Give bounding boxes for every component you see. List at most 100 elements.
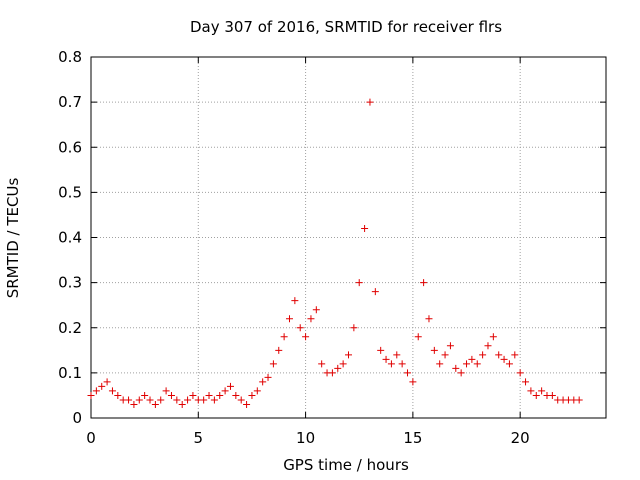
x-tick-label: 0 <box>86 429 96 447</box>
data-point <box>511 351 519 359</box>
data-point <box>463 360 471 368</box>
y-tick-label: 0.8 <box>58 48 82 66</box>
y-tick-label: 0 <box>72 409 82 427</box>
data-point <box>151 400 159 408</box>
data-point <box>575 396 583 404</box>
data-point <box>264 373 272 381</box>
data-points <box>87 98 583 408</box>
data-point <box>527 387 535 395</box>
data-point <box>366 98 374 106</box>
data-point <box>479 351 487 359</box>
data-point <box>345 351 352 359</box>
data-point <box>200 396 208 404</box>
y-tick-label: 0.7 <box>58 93 82 111</box>
axis-ticks <box>90 56 606 419</box>
data-point <box>103 378 111 386</box>
data-point <box>516 369 524 377</box>
y-tick-label: 0.4 <box>58 229 82 247</box>
data-point <box>484 342 492 350</box>
data-point <box>285 315 293 323</box>
data-point <box>135 396 143 404</box>
data-point <box>468 355 476 363</box>
data-point <box>414 333 422 341</box>
data-point <box>92 387 100 395</box>
data-point <box>189 391 197 399</box>
data-point <box>393 351 401 359</box>
data-point <box>87 391 95 399</box>
data-point <box>226 382 234 390</box>
data-point <box>259 378 267 386</box>
data-point <box>500 355 508 363</box>
data-point <box>173 396 181 404</box>
data-point <box>318 360 326 368</box>
data-point <box>291 297 299 305</box>
data-point <box>334 364 342 372</box>
data-point <box>237 396 245 404</box>
data-point <box>425 315 433 323</box>
data-point <box>430 346 438 354</box>
data-point <box>184 396 192 404</box>
data-point <box>307 315 315 323</box>
grid <box>91 57 606 418</box>
data-point <box>296 324 304 332</box>
y-tick-label: 0.6 <box>58 138 82 156</box>
x-tick-label: 10 <box>296 429 315 447</box>
data-point <box>382 355 390 363</box>
data-point <box>125 396 133 404</box>
y-tick-label: 0.1 <box>58 364 82 382</box>
data-point <box>436 360 444 368</box>
data-point <box>350 324 358 332</box>
data-point <box>505 360 513 368</box>
data-point <box>361 224 369 232</box>
data-point <box>205 391 213 399</box>
y-axis-label: SRMTID / TECUs <box>4 178 22 299</box>
data-point <box>248 391 256 399</box>
data-point <box>243 400 251 408</box>
data-point <box>420 279 428 287</box>
data-point <box>114 391 122 399</box>
chart-title: Day 307 of 2016, SRMTID for receiver flr… <box>190 18 502 36</box>
data-point <box>216 391 224 399</box>
data-point <box>452 364 460 372</box>
data-point <box>489 333 497 341</box>
x-tick-labels: 0 5 10 15 20 <box>86 429 529 447</box>
data-point <box>210 396 218 404</box>
data-point <box>280 333 288 341</box>
data-point <box>146 396 154 404</box>
data-point <box>328 369 336 377</box>
data-point <box>339 360 347 368</box>
y-tick-label: 0.2 <box>58 319 82 337</box>
data-point <box>157 396 165 404</box>
data-point <box>108 387 116 395</box>
data-point <box>404 369 412 377</box>
y-tick-label: 0.3 <box>58 274 82 292</box>
data-point <box>253 387 261 395</box>
data-point <box>398 360 406 368</box>
data-point <box>538 387 546 395</box>
x-axis-label: GPS time / hours <box>283 456 409 474</box>
data-point <box>178 400 186 408</box>
data-point <box>495 351 503 359</box>
data-point <box>548 391 556 399</box>
data-point <box>312 306 320 314</box>
data-point <box>377 346 385 354</box>
x-tick-label: 5 <box>194 429 204 447</box>
y-tick-label: 0.5 <box>58 183 82 201</box>
data-point <box>387 360 395 368</box>
data-point <box>232 391 240 399</box>
data-point <box>302 333 310 341</box>
x-tick-label: 20 <box>511 429 530 447</box>
plot-frame <box>90 56 607 419</box>
data-point <box>441 351 449 359</box>
data-point <box>275 346 283 354</box>
data-point <box>141 391 149 399</box>
data-point <box>409 378 417 386</box>
x-tick-label: 15 <box>403 429 422 447</box>
data-point <box>473 360 481 368</box>
data-point <box>162 387 170 395</box>
data-point <box>269 360 277 368</box>
y-tick-labels: 0 0.1 0.2 0.3 0.4 0.5 0.6 0.7 0.8 <box>58 48 82 427</box>
data-point <box>167 391 175 399</box>
data-point <box>98 382 106 390</box>
